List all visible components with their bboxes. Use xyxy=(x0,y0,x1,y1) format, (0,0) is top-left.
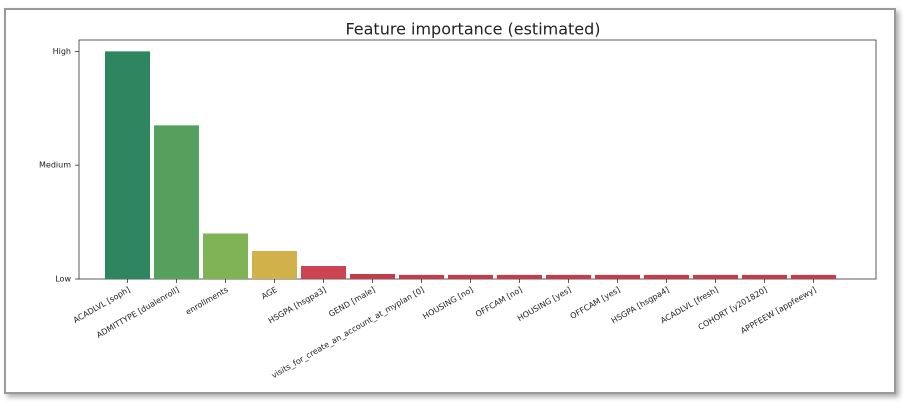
x-tick-label: HOUSING [yes] xyxy=(516,285,573,323)
bar xyxy=(252,251,297,279)
chart-title: Feature importance (estimated) xyxy=(345,20,600,39)
bar xyxy=(546,274,591,279)
y-tick-label: Medium xyxy=(39,161,71,170)
x-tick-label: ADMITTYPE [dualenroll] xyxy=(95,285,181,340)
bar xyxy=(399,274,444,279)
y-tick-label: Low xyxy=(55,275,71,284)
x-tick-label: HOUSING [no] xyxy=(421,285,474,321)
bar xyxy=(644,274,689,279)
x-tick-label: enrollments xyxy=(184,285,230,317)
x-tick-label: GEND [male] xyxy=(327,285,377,319)
bar xyxy=(350,273,395,279)
bar xyxy=(301,266,346,279)
x-tick-label: OFFCAM [no] xyxy=(474,285,524,319)
bar xyxy=(497,274,542,279)
bar xyxy=(154,125,199,279)
bar xyxy=(742,274,787,279)
bar xyxy=(203,233,248,279)
bar xyxy=(448,274,493,279)
x-tick-label: AGE xyxy=(260,285,279,301)
bar xyxy=(693,274,738,279)
bar xyxy=(791,274,836,279)
bar xyxy=(595,274,640,279)
bar xyxy=(105,51,150,279)
y-tick-label: High xyxy=(53,47,71,56)
frame xyxy=(4,8,896,394)
